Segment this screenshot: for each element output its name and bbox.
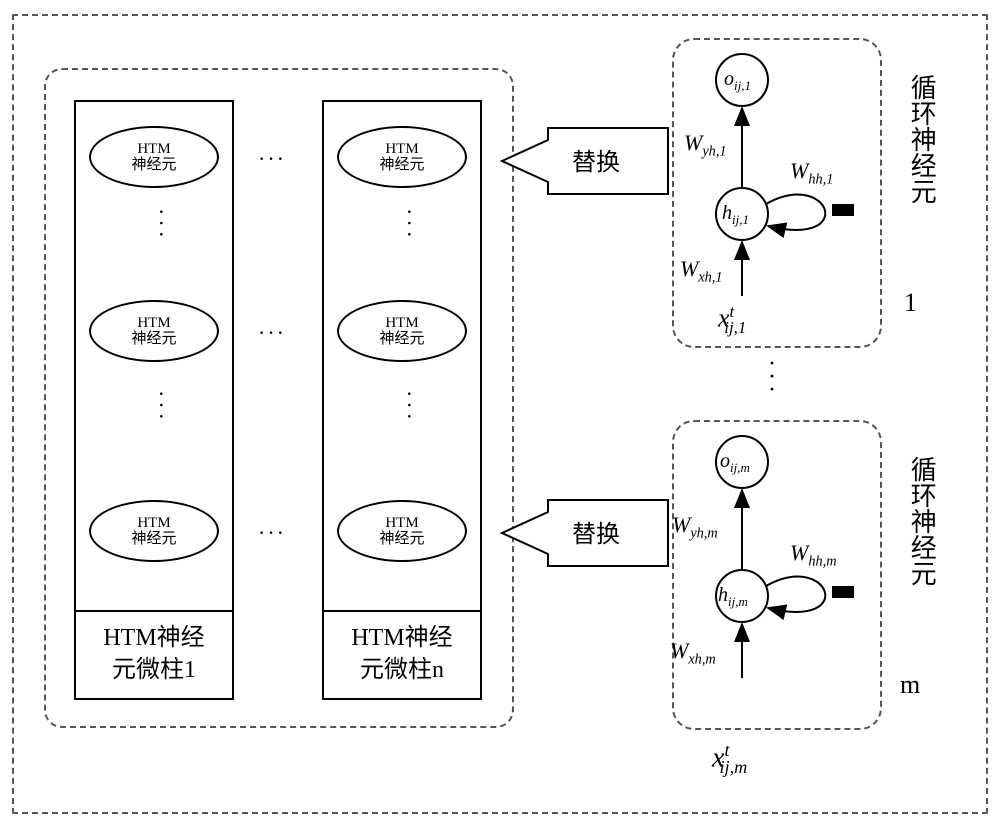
htm-neuron: HTM 神经元 <box>337 300 467 362</box>
column-1-divider <box>74 610 234 612</box>
diagram-canvas: HTM神经 元微柱1 HTM神经 元微柱n HTM 神经元 HTM 神经元 HT… <box>0 0 1000 829</box>
neuron-label-bottom: 神经元 <box>379 157 424 174</box>
rnn-unit-1-frame <box>672 38 882 348</box>
vdots-icon: ··· <box>396 390 422 424</box>
rnn-unit-m-side-label: 循环神经元 <box>906 456 937 586</box>
rnn-unit-m-side-index: m <box>900 670 920 700</box>
htm-neuron: HTM 神经元 <box>89 126 219 188</box>
htm-neuron: HTM 神经元 <box>337 126 467 188</box>
neuron-label-top: HTM <box>385 515 418 532</box>
wxh-label-m: Wxh,m <box>670 638 716 668</box>
wyh-label-m: Wyh,m <box>672 512 718 542</box>
caption-line: 元微柱1 <box>112 657 196 683</box>
neuron-label-top: HTM <box>137 315 170 332</box>
htm-neuron: HTM 神经元 <box>89 500 219 562</box>
vdots-icon: ··· <box>396 208 422 242</box>
vdots-icon: ··· <box>148 208 174 242</box>
hdots-icon: ··· <box>258 146 286 172</box>
x-label-1: xtij,1 <box>718 302 746 338</box>
vdots-icon: ··· <box>768 358 776 398</box>
rnn-unit-1-side-index: 1 <box>904 288 917 318</box>
wxh-label-1: Wxh,1 <box>680 256 723 286</box>
neuron-label-bottom: 神经元 <box>131 157 176 174</box>
htm-neuron: HTM 神经元 <box>89 300 219 362</box>
rnn-unit-1-side-label: 循环神经元 <box>906 74 937 204</box>
rnn-unit-m-frame <box>672 420 882 730</box>
neuron-label-bottom: 神经元 <box>379 331 424 348</box>
hdots-icon: ··· <box>258 520 286 546</box>
wyh-label-1: Wyh,1 <box>684 130 727 160</box>
x-label-m: xtij,m <box>712 740 747 778</box>
caption-line: HTM神经 <box>351 625 452 651</box>
htm-neuron: HTM 神经元 <box>337 500 467 562</box>
o-label-m: oij,m <box>720 450 750 476</box>
whh-label-1: Whh,1 <box>790 158 833 188</box>
column-1-caption: HTM神经 元微柱1 <box>74 622 234 687</box>
neuron-label-top: HTM <box>137 141 170 158</box>
vdots-icon: ··· <box>148 390 174 424</box>
column-n-caption: HTM神经 元微柱n <box>322 622 482 687</box>
o-label-1: oij,1 <box>724 68 751 94</box>
neuron-label-top: HTM <box>385 141 418 158</box>
whh-label-m: Whh,m <box>790 540 837 570</box>
caption-line: HTM神经 <box>103 625 204 651</box>
caption-line: 元微柱n <box>360 657 444 683</box>
neuron-label-top: HTM <box>137 515 170 532</box>
neuron-label-top: HTM <box>385 315 418 332</box>
neuron-label-bottom: 神经元 <box>131 531 176 548</box>
hdots-icon: ··· <box>258 320 286 346</box>
column-n-divider <box>322 610 482 612</box>
neuron-label-bottom: 神经元 <box>379 531 424 548</box>
neuron-label-bottom: 神经元 <box>131 331 176 348</box>
h-label-1: hij,1 <box>722 202 749 228</box>
h-label-m: hij,m <box>718 584 748 610</box>
